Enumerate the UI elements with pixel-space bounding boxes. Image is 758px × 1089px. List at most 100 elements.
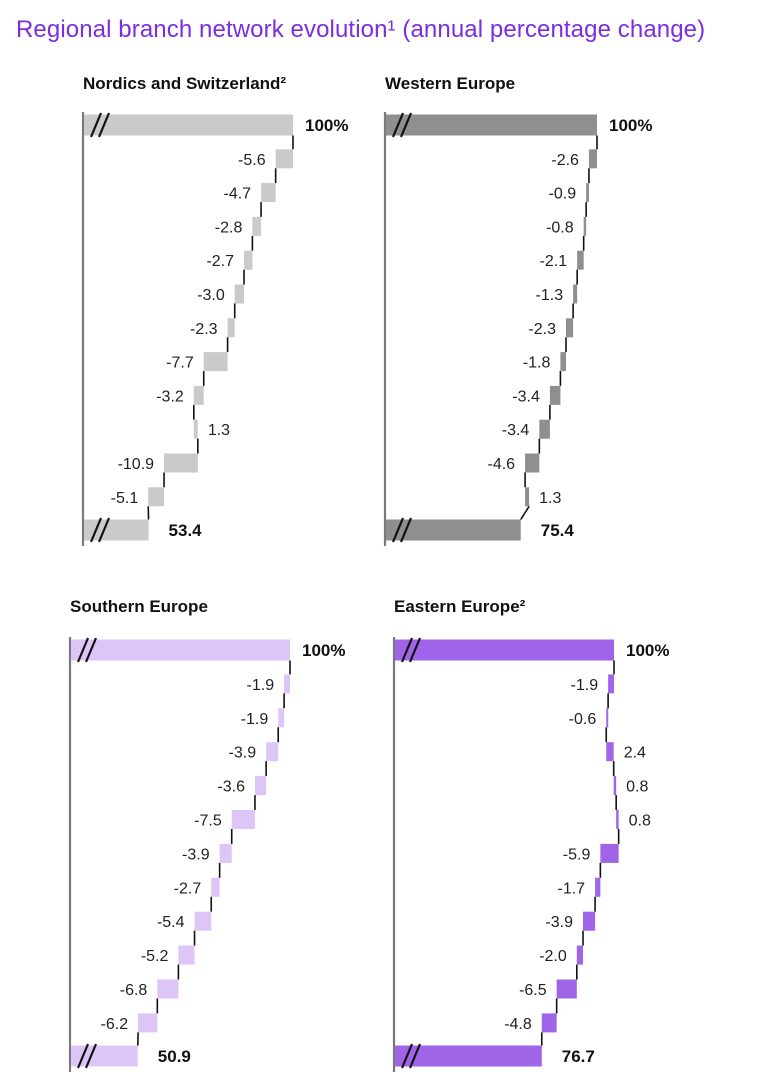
change-label: -2.0 [539, 948, 567, 965]
change-bar [606, 708, 609, 728]
axis-break-mark [84, 1043, 98, 1069]
start-bar-label: 100% [302, 641, 345, 660]
change-label: -2.6 [551, 152, 579, 169]
end-bar-label: 50.9 [158, 1047, 191, 1066]
change-bar [164, 453, 198, 473]
change-bar [203, 352, 228, 372]
change-label: -7.5 [194, 813, 222, 830]
change-label: -2.3 [190, 321, 218, 338]
change-label: -5.6 [238, 152, 266, 169]
axis-break-mark [97, 112, 111, 138]
start-bar-label: 100% [305, 116, 348, 135]
change-label: -3.9 [545, 914, 573, 931]
change-label: -7.7 [166, 355, 194, 372]
change-bar [194, 911, 212, 931]
change-label: -2.3 [528, 321, 556, 338]
end-bar-label: 75.4 [541, 521, 575, 540]
change-label: -4.8 [504, 1016, 532, 1033]
change-label: -2.1 [540, 253, 568, 270]
change-bar [541, 1013, 557, 1033]
change-bar [600, 843, 619, 863]
change-label: -3.9 [229, 745, 257, 762]
change-label: -5.2 [141, 948, 169, 965]
chart-panel-4: Eastern Europe² 100% -1.9 -0.6 2.4 0.8 0.8 -5.9… [392, 597, 669, 1072]
change-bar [284, 674, 290, 694]
chart-panel-3: Southern Europe 100% -1.9 -1.9 -3.9 -3.6 -7.5 -… [68, 597, 345, 1072]
change-bar [148, 487, 165, 507]
change-label: -4.7 [223, 186, 251, 203]
axis-break-mark [76, 1043, 90, 1069]
change-bar [616, 810, 619, 829]
axis-break-mark [400, 637, 414, 663]
axis-break-mark [399, 517, 413, 543]
change-bar [211, 877, 220, 897]
change-bar [588, 149, 597, 169]
change-label: 2.4 [624, 745, 646, 762]
change-bar [577, 250, 584, 270]
change-bar [138, 1013, 158, 1033]
change-label: -3.4 [502, 422, 530, 439]
chart-title: Eastern Europe² [394, 597, 526, 616]
axis-break-mark [408, 637, 422, 663]
chart-panel-2: Western Europe 100% -2.6 -0.9 -0.8 -2.1 -1.3 -2… [383, 74, 652, 546]
start-bar [71, 639, 290, 661]
change-bar [219, 843, 232, 863]
change-bar [252, 216, 262, 236]
change-bar [608, 674, 614, 694]
change-label: -6.2 [101, 1016, 129, 1033]
change-bar [157, 979, 179, 999]
end-bar-label: 76.7 [562, 1047, 595, 1066]
change-label: 0.8 [629, 813, 651, 830]
change-bar [525, 453, 540, 473]
chart-panel-1: Nordics and Switzerland² 100% -5.6 -4.7 -2.8… [81, 74, 348, 546]
change-bar [266, 742, 279, 762]
change-bar [275, 149, 293, 169]
change-bar [566, 318, 574, 338]
change-bar [583, 911, 596, 931]
connector-line [520, 505, 530, 520]
end-bar [84, 519, 149, 541]
change-bar [586, 183, 589, 203]
axis-break-mark [76, 637, 90, 663]
change-bar [234, 284, 245, 304]
change-bar [595, 877, 601, 897]
change-bar [193, 419, 198, 439]
change-label: -5.9 [563, 846, 591, 863]
axis-break-mark [400, 1043, 414, 1069]
axis-break-mark [97, 517, 111, 543]
change-bar [254, 776, 267, 796]
axis-break-mark [408, 1043, 422, 1069]
change-label: -3.0 [197, 287, 225, 304]
change-label: 1.3 [539, 490, 561, 507]
change-label: -0.8 [546, 219, 574, 236]
change-label: -1.9 [571, 677, 599, 694]
chart-title: Southern Europe [70, 597, 208, 616]
change-label: -10.9 [118, 456, 155, 473]
change-label: -1.3 [536, 287, 564, 304]
axis-break-mark [391, 112, 405, 138]
change-bar [278, 708, 285, 728]
change-label: -6.5 [519, 982, 547, 999]
change-bar [573, 284, 578, 304]
axis-break-mark [391, 517, 405, 543]
change-label: -3.2 [156, 388, 184, 405]
change-label: -3.4 [512, 388, 540, 405]
page-title: Regional branch network evolution¹ (annu… [16, 16, 706, 43]
change-bar [193, 385, 204, 405]
end-bar [386, 519, 521, 541]
change-bar [583, 216, 587, 236]
change-bar [178, 945, 195, 965]
change-label: -6.8 [120, 982, 148, 999]
end-bar [395, 1045, 542, 1067]
axis-break-mark [84, 637, 98, 663]
change-bar [549, 385, 561, 405]
change-label: -1.9 [241, 711, 269, 728]
change-label: 0.8 [626, 779, 648, 796]
chart-title: Nordics and Switzerland² [83, 74, 286, 93]
change-bar [576, 945, 583, 965]
change-bar [525, 487, 530, 507]
change-label: -3.6 [217, 779, 245, 796]
change-label: -1.7 [558, 880, 586, 897]
change-label: -2.8 [215, 219, 243, 236]
